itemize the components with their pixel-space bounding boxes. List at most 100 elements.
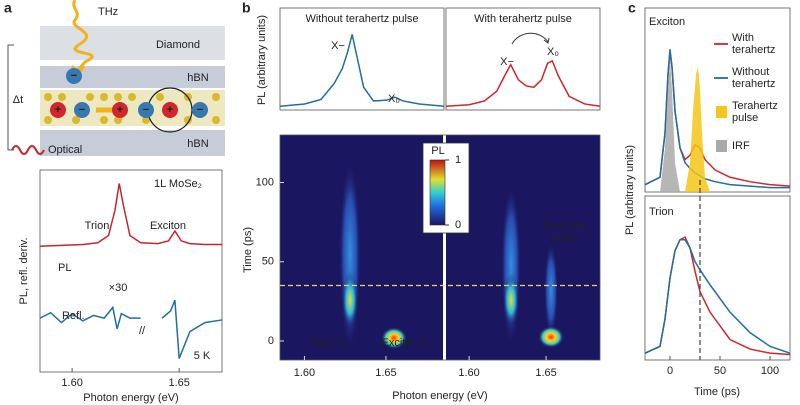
diamond-layer [40,26,225,60]
y-axis-label: PL (arbitrary units) [624,145,636,235]
annotation: Trion [85,220,110,232]
panel-label: c [628,0,636,16]
legend-swatch [716,106,727,118]
hbn-layer [40,130,225,156]
legend-label: Terahertz pulse [732,100,778,124]
electron [66,68,82,84]
legend-label: With terahertz [732,32,775,56]
line [39,183,222,248]
sign: + [167,104,173,116]
intensity-blob [503,274,519,326]
series-label: PL [58,262,71,274]
x-tick-label: 1.60 [294,367,315,379]
electron [192,102,208,118]
line [279,34,445,107]
colorbar-label: PL [431,145,444,157]
diagram-label: Optical [48,144,82,156]
hole [50,102,66,118]
x-tick-label: 1.65 [535,367,556,379]
annotation: // [139,325,146,337]
chart-title: With terahertz pulse [474,13,572,25]
sign: + [55,104,61,116]
annotation: X− [331,40,345,52]
x-tick-label: 1.65 [168,377,189,389]
y-axis-label: PL, refl. deriv. [18,237,30,304]
electron [74,102,90,118]
arrow-head [543,37,550,44]
diagram-label: hBN [187,72,208,84]
axes-frame [279,7,445,111]
chart-title: Without terahertz pulse [305,13,418,25]
legend-label: IRF [732,140,750,152]
y-tick-label: 0 [268,335,274,347]
annotation: Terahertz pulse [542,220,588,244]
charge-signs: − + − + − + − [55,70,203,116]
axes-frame [644,195,791,361]
x-tick-label: 100 [761,365,779,377]
thz-wave [72,0,94,71]
annotation: Trion X− [309,337,350,349]
chart-title: Exciton [649,16,685,28]
sign: − [143,104,149,116]
axes-frame [644,7,791,193]
y-axis-label: PL (arbitrary units) [256,15,268,105]
line [644,238,791,354]
panel-label: b [242,0,251,16]
annotation: X₀ [388,93,400,105]
axes-frame [279,134,601,361]
delay-bracket [7,44,14,151]
area [685,66,710,192]
legend-swatch [716,140,727,152]
y-axis-label: Time (ps) [242,227,254,273]
diagram-label: Δt [13,94,23,106]
hbn-layer [40,66,225,88]
x-axis-label: Photon energy (eV) [392,390,487,402]
annotation: Exciton X₀ [381,337,432,349]
diagram-label: Diamond [156,39,200,51]
sign: + [117,104,123,116]
y-tick-label: 100 [256,176,274,188]
optical-wave [11,145,45,155]
annotation: X− [500,56,514,68]
x-tick-label: 50 [714,365,726,377]
x-tick-label: 1.60 [61,377,82,389]
y-tick-label: 50 [262,256,274,268]
x-tick-label: 0 [667,365,673,377]
device-diagram: − + − + − + − THz Diamond hBN hBN Δt Opt… [7,0,225,156]
chart-title: 1L MoSe₂ [154,178,202,190]
x-tick-label: 1.60 [458,367,479,379]
electron [138,102,154,118]
divider [443,135,446,360]
annotation: 5 K [194,350,211,362]
legend-label: Without terahertz [732,66,775,90]
diagram-label: hBN [187,138,208,150]
line [39,299,223,359]
colorbar-tick-label: 1 [455,154,461,166]
x-tick-label: 1.65 [375,367,396,379]
axes-frame [445,7,601,111]
hole [112,102,128,118]
intensity-blob [342,272,358,328]
chart-title: Trion [649,206,674,218]
colorbar-tick-label: 0 [455,219,461,231]
arrow [511,32,549,45]
intensity-blob [538,326,564,348]
area [660,59,680,192]
line [445,59,601,107]
series-label: Refl. [62,310,85,322]
annotation: Exciton [150,220,186,232]
axes-frame [39,169,223,373]
annotation: ×30 [109,282,128,294]
intensity-blob [381,327,407,349]
panel-label: a [4,0,12,16]
intensity-blob [544,242,558,338]
x-axis-label: Time (ps) [694,386,740,398]
heatmap-image [280,135,600,360]
diagram-label: THz [98,6,118,18]
annotation: X₀ [547,46,559,58]
sign: − [71,70,77,82]
colorbar [429,159,446,226]
hole [162,102,178,118]
sign: − [197,104,203,116]
